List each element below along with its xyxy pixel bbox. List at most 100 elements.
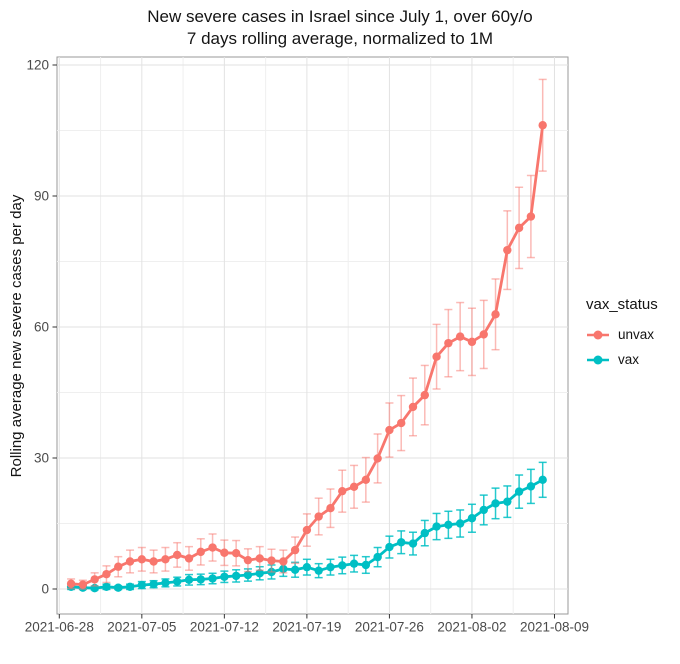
data-point [243, 570, 253, 580]
data-point [90, 575, 99, 584]
data-point [137, 580, 147, 590]
data-point [255, 569, 264, 578]
data-point [503, 497, 512, 506]
y-tick-label: 90 [34, 189, 49, 204]
legend-label-unvax: unvax [618, 327, 655, 342]
data-point [137, 555, 147, 564]
data-point [125, 557, 135, 566]
data-point [243, 555, 253, 565]
legend-key-point-line-icon [587, 330, 609, 339]
data-point [361, 475, 371, 485]
data-point [66, 579, 76, 588]
data-point [467, 337, 477, 347]
data-point [526, 482, 536, 491]
series-unvax [66, 78, 547, 590]
data-point [220, 548, 229, 557]
x-tick-label: 2021-08-09 [520, 620, 589, 635]
data-point [503, 245, 512, 255]
data-point [196, 547, 205, 557]
legend-title: vax_status [586, 296, 658, 313]
data-point [408, 539, 418, 548]
axis-ticks [52, 64, 555, 619]
data-point [455, 519, 465, 528]
data-point [514, 487, 524, 496]
data-point [231, 571, 241, 581]
data-point [385, 425, 394, 435]
legend-item-vax: vax [586, 347, 658, 372]
chart-title-line2: 7 days rolling average, normalized to 1M [186, 29, 494, 48]
data-point [314, 566, 323, 575]
chart-title: New severe cases in Israel since July 1,… [0, 6, 680, 50]
x-tick-label: 2021-06-28 [25, 620, 94, 635]
axis-tick-labels: 2021-06-28 2021-07-05 2021-07-12 2021-07-19… [25, 58, 589, 635]
data-point [302, 562, 312, 572]
data-point [514, 223, 524, 233]
data-point [526, 212, 536, 221]
data-point [102, 569, 111, 579]
data-point [125, 582, 135, 592]
x-tick-label: 2021-07-12 [190, 620, 259, 635]
series-vax [66, 461, 547, 593]
data-point [491, 499, 500, 508]
data-point [184, 554, 194, 563]
data-point [338, 486, 347, 496]
x-tick-label: 2021-08-02 [437, 620, 506, 635]
data-point [338, 561, 347, 570]
chart-title-line1: New severe cases in Israel since July 1,… [147, 7, 533, 26]
legend: vax_status unvax vax [586, 296, 658, 372]
data-point [479, 330, 488, 339]
data-point [349, 559, 359, 568]
data-point [290, 565, 300, 574]
data-point [161, 555, 170, 564]
data-point [114, 562, 123, 571]
data-point [114, 583, 123, 592]
data-point [149, 579, 158, 589]
legend-item-unvax: unvax [586, 322, 658, 347]
legend-key-point-line-icon [587, 355, 609, 364]
legend-label-vax: vax [618, 352, 640, 367]
data-point [279, 557, 288, 566]
data-point [208, 574, 217, 583]
panel-background [56, 56, 569, 615]
data-point [432, 522, 441, 531]
x-tick-label: 2021-07-19 [272, 620, 341, 635]
data-point [349, 482, 359, 492]
y-tick-label: 30 [34, 451, 49, 466]
data-point [491, 310, 500, 319]
data-point [314, 512, 323, 521]
data-point [420, 528, 429, 538]
data-point [326, 562, 335, 572]
data-point [444, 520, 453, 530]
data-point [149, 557, 158, 566]
data-point [479, 505, 488, 515]
points-vax [66, 475, 547, 593]
data-point [538, 121, 547, 130]
y-tick-label: 120 [26, 58, 49, 73]
data-point [196, 575, 205, 584]
data-point [397, 538, 406, 547]
data-point [361, 560, 371, 570]
data-point [290, 545, 300, 555]
y-tick-label: 0 [41, 582, 49, 597]
x-tick-label: 2021-07-26 [355, 620, 424, 635]
data-point [231, 548, 241, 558]
data-point [267, 556, 276, 565]
data-point [208, 543, 217, 552]
data-point [102, 582, 111, 592]
y-tick-label: 60 [34, 320, 49, 335]
data-point [255, 554, 264, 563]
data-point [220, 572, 229, 581]
points-unvax [66, 121, 547, 589]
data-point [420, 390, 429, 400]
data-point [373, 454, 382, 463]
data-point [173, 550, 182, 560]
data-point [455, 332, 465, 341]
x-tick-label: 2021-07-05 [107, 620, 176, 635]
data-point [467, 514, 477, 523]
data-point [408, 402, 418, 412]
data-point [432, 352, 441, 361]
data-point [78, 580, 88, 589]
data-point [444, 338, 453, 348]
